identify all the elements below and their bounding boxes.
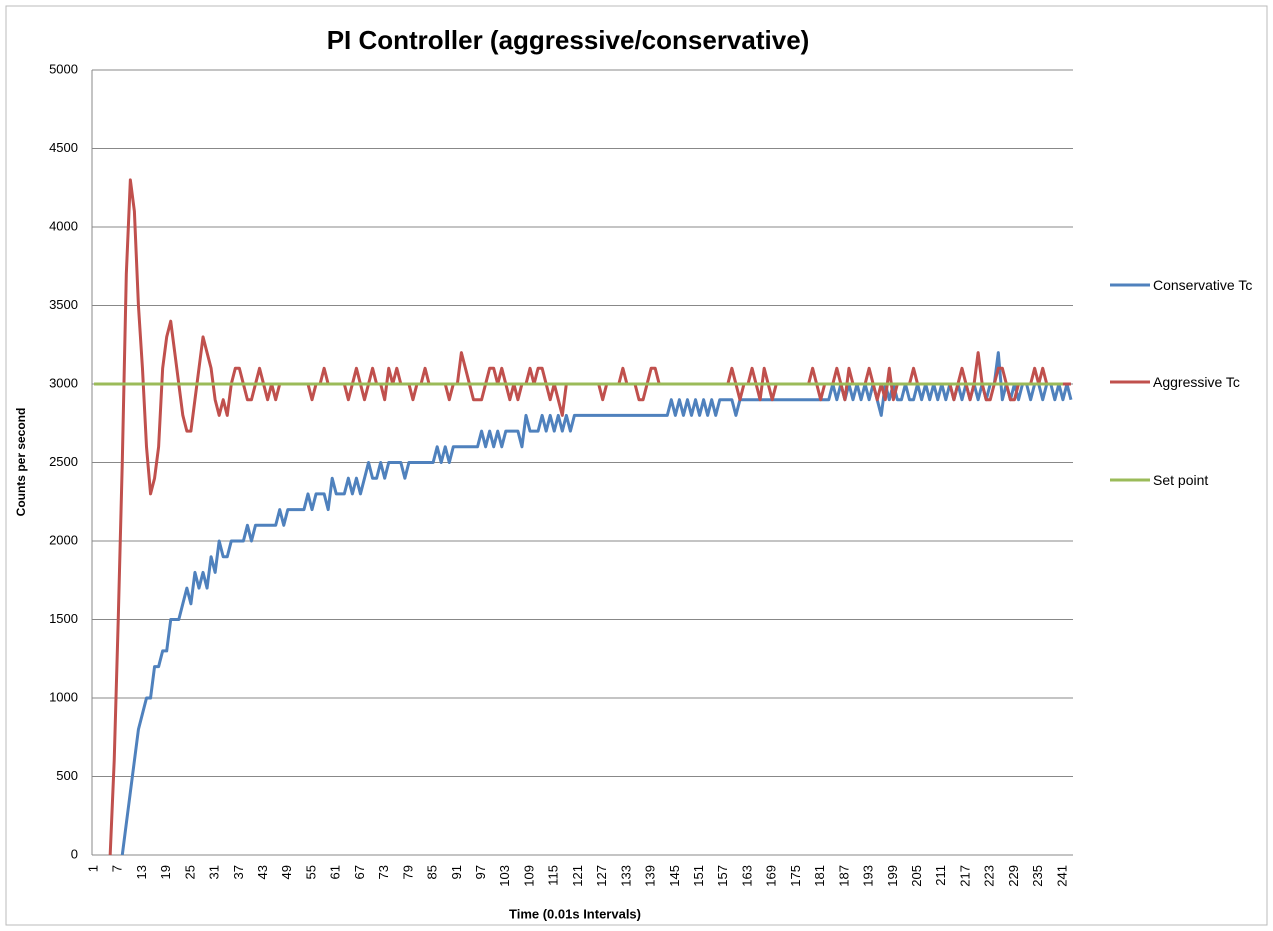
x-tick-label: 55 bbox=[303, 865, 318, 879]
chart-title: PI Controller (aggressive/conservative) bbox=[327, 25, 810, 55]
x-tick-label: 139 bbox=[643, 865, 658, 887]
x-tick-label: 109 bbox=[521, 865, 536, 887]
y-tick-label: 1000 bbox=[49, 689, 78, 704]
x-tick-label: 181 bbox=[812, 865, 827, 887]
y-tick-label: 2500 bbox=[49, 454, 78, 469]
x-tick-label: 235 bbox=[1030, 865, 1045, 887]
x-tick-label: 163 bbox=[739, 865, 754, 887]
x-tick-label: 37 bbox=[231, 865, 246, 879]
x-tick-label: 157 bbox=[715, 865, 730, 887]
x-tick-label: 193 bbox=[861, 865, 876, 887]
x-tick-label: 97 bbox=[473, 865, 488, 879]
x-tick-label: 7 bbox=[110, 865, 125, 872]
y-tick-label: 0 bbox=[71, 846, 78, 861]
x-tick-label: 13 bbox=[134, 865, 149, 879]
x-tick-label: 1 bbox=[85, 865, 100, 872]
x-tick-label: 223 bbox=[982, 865, 997, 887]
chart-border bbox=[5, 5, 1268, 926]
y-tick-label: 4000 bbox=[49, 218, 78, 233]
x-tick-label: 91 bbox=[449, 865, 464, 879]
x-tick-label: 211 bbox=[933, 865, 948, 886]
x-tick-label: 133 bbox=[618, 865, 633, 887]
x-tick-label: 67 bbox=[352, 865, 367, 879]
y-tick-label: 3000 bbox=[49, 375, 78, 390]
legend-label: Aggressive Tc bbox=[1153, 374, 1240, 390]
x-tick-label: 175 bbox=[788, 865, 803, 887]
x-tick-label: 43 bbox=[255, 865, 270, 879]
x-tick-label: 217 bbox=[957, 865, 972, 887]
x-axis-title: Time (0.01s Intervals) bbox=[509, 906, 641, 921]
series-line bbox=[120, 351, 1073, 856]
x-tick-label: 169 bbox=[764, 865, 779, 887]
y-tick-label: 4500 bbox=[49, 140, 78, 155]
y-tick-label: 2000 bbox=[49, 532, 78, 547]
legend-label: Set point bbox=[1153, 472, 1209, 488]
y-axis-title: Counts per second bbox=[14, 408, 28, 517]
x-tick-label: 103 bbox=[497, 865, 512, 887]
x-tick-label: 115 bbox=[546, 865, 561, 886]
x-tick-label: 79 bbox=[400, 865, 415, 879]
x-tick-label: 229 bbox=[1006, 865, 1021, 887]
x-tick-label: 19 bbox=[158, 865, 173, 879]
x-tick-label: 25 bbox=[182, 865, 197, 879]
legend-label: Conservative Tc bbox=[1153, 277, 1253, 293]
x-tick-label: 151 bbox=[691, 865, 706, 887]
x-tick-label: 199 bbox=[885, 865, 900, 887]
y-tick-label: 3500 bbox=[49, 297, 78, 312]
x-tick-label: 85 bbox=[425, 865, 440, 879]
x-tick-label: 121 bbox=[570, 865, 585, 887]
x-tick-label: 31 bbox=[207, 865, 222, 879]
y-tick-label: 5000 bbox=[49, 61, 78, 76]
x-tick-label: 73 bbox=[376, 865, 391, 879]
x-tick-label: 145 bbox=[667, 865, 682, 887]
x-tick-label: 49 bbox=[279, 865, 294, 879]
y-tick-label: 1500 bbox=[49, 611, 78, 626]
y-tick-label: 500 bbox=[56, 768, 78, 783]
x-tick-label: 205 bbox=[909, 865, 924, 887]
x-tick-label: 241 bbox=[1054, 865, 1069, 887]
x-tick-label: 187 bbox=[836, 865, 851, 887]
x-tick-label: 61 bbox=[328, 865, 343, 879]
x-tick-label: 127 bbox=[594, 865, 609, 887]
